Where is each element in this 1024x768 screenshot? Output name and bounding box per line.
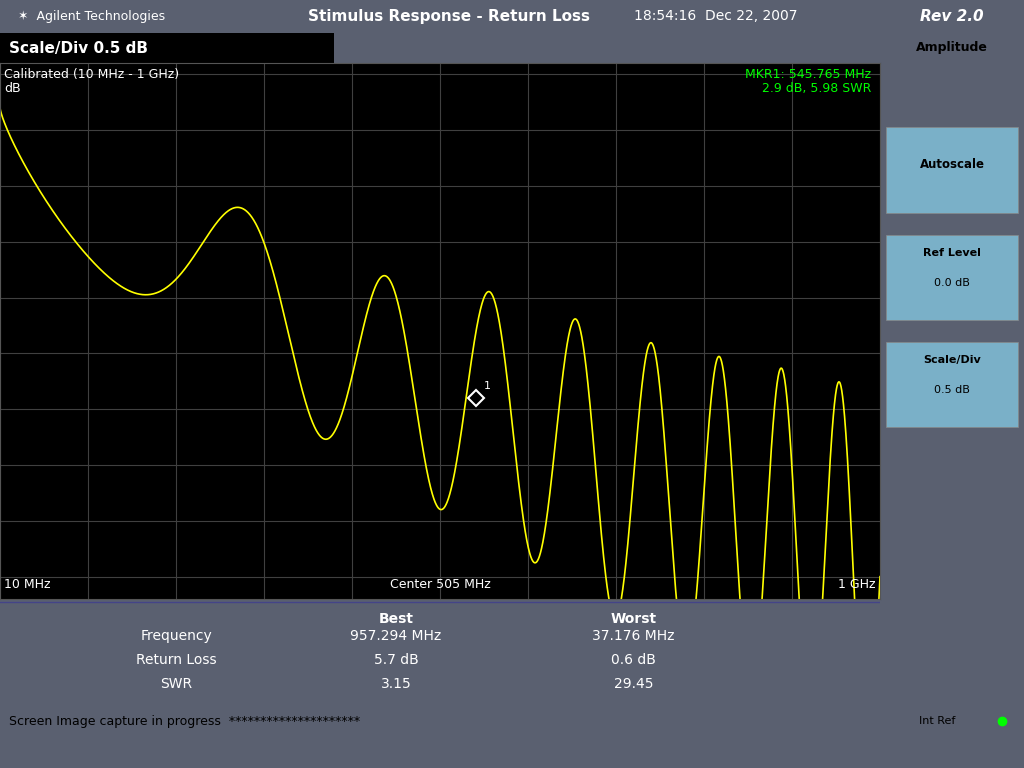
Text: 957.294 MHz: 957.294 MHz xyxy=(350,629,441,643)
Text: 18:54:16  Dec 22, 2007: 18:54:16 Dec 22, 2007 xyxy=(634,9,797,24)
FancyBboxPatch shape xyxy=(886,342,1018,428)
Text: 0.0 dB: 0.0 dB xyxy=(934,278,970,288)
Text: Center 505 MHz: Center 505 MHz xyxy=(389,578,490,591)
Text: Amplitude: Amplitude xyxy=(916,41,988,55)
Text: SWR: SWR xyxy=(160,677,193,691)
FancyBboxPatch shape xyxy=(886,127,1018,213)
Text: 2.9 dB, 5.98 SWR: 2.9 dB, 5.98 SWR xyxy=(762,81,871,94)
Text: 1: 1 xyxy=(483,381,490,391)
Text: Calibrated (10 MHz - 1 GHz): Calibrated (10 MHz - 1 GHz) xyxy=(4,68,179,81)
Text: Return Loss: Return Loss xyxy=(136,653,216,667)
Text: Int Ref: Int Ref xyxy=(920,716,955,726)
Text: MKR1: 545.765 MHz: MKR1: 545.765 MHz xyxy=(745,68,871,81)
Text: Autoscale: Autoscale xyxy=(920,158,984,171)
Text: Screen Image capture in progress  *********************: Screen Image capture in progress *******… xyxy=(9,714,359,727)
Text: 10 MHz: 10 MHz xyxy=(4,578,51,591)
Text: 29.45: 29.45 xyxy=(613,677,653,691)
Text: Best: Best xyxy=(379,611,414,626)
Text: 37.176 MHz: 37.176 MHz xyxy=(592,629,675,643)
Text: 5.7 dB: 5.7 dB xyxy=(374,653,419,667)
Text: 0.5 dB: 0.5 dB xyxy=(934,385,970,395)
FancyBboxPatch shape xyxy=(0,33,335,63)
FancyBboxPatch shape xyxy=(886,234,1018,320)
Text: dB: dB xyxy=(4,81,22,94)
Text: 0.6 dB: 0.6 dB xyxy=(611,653,656,667)
Text: Frequency: Frequency xyxy=(140,629,212,643)
Text: Worst: Worst xyxy=(610,611,656,626)
Text: 1 GHz: 1 GHz xyxy=(838,578,876,591)
Text: Stimulus Response - Return Loss: Stimulus Response - Return Loss xyxy=(308,9,590,24)
Text: 3.15: 3.15 xyxy=(381,677,412,691)
Text: Scale/Div: Scale/Div xyxy=(923,356,981,366)
Text: Scale/Div 0.5 dB: Scale/Div 0.5 dB xyxy=(9,41,147,55)
Text: Rev 2.0: Rev 2.0 xyxy=(921,9,984,24)
Text: Ref Level: Ref Level xyxy=(923,248,981,258)
Text: ✶  Agilent Technologies: ✶ Agilent Technologies xyxy=(17,10,165,23)
